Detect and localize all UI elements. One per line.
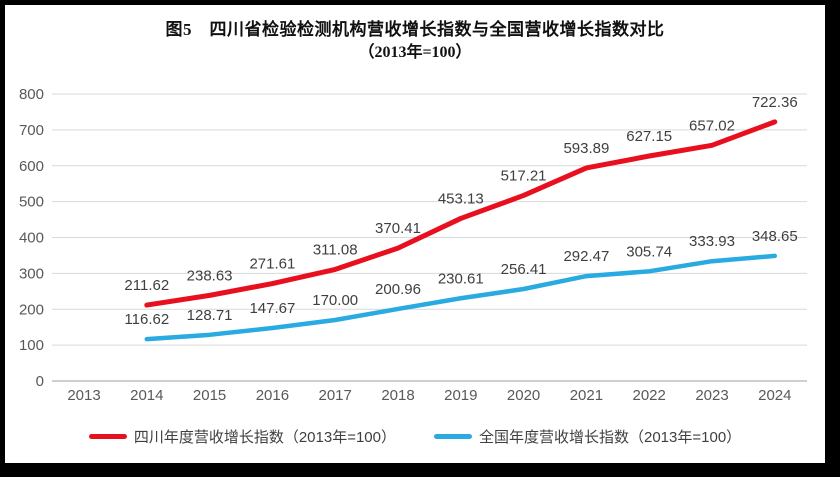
series-line-1 [144,253,778,342]
y-tick-label: 0 [36,373,44,390]
data-label: 292.47 [563,248,609,265]
national-series-line-swatch [434,434,472,439]
data-label: 238.63 [187,267,233,284]
gridlines [52,93,807,382]
data-label: 333.93 [689,233,735,250]
legend-item-national: 全国年度营收增长指数（2013年=100） [434,426,741,447]
data-label: 147.67 [249,300,295,317]
x-tick-label: 2023 [695,387,728,404]
x-tick-label: 2013 [67,387,100,404]
chart-title: 图5 四川省检验检测机构营收增长指数与全国营收增长指数对比 [165,20,665,39]
data-label: 128.71 [187,307,233,324]
data-label: 170.00 [312,292,358,309]
data-label: 627.15 [626,128,672,145]
x-tick-label: 2017 [319,387,352,404]
sichuan-series-line-swatch [88,434,127,439]
data-label: 211.62 [124,277,169,294]
y-tick-label: 500 [19,194,44,211]
data-label: 657.02 [689,117,735,134]
series-data-labels-1: 116.62 128.71 147.67 170.00 200.96 230.61 256.… [124,228,797,328]
data-label: 116.62 [124,311,169,328]
x-tick-label: 2020 [507,387,540,404]
chart-legend: 四川年度营收增长指数（2013年=100） 全国年度营收增长指数（2013年=1… [5,426,825,447]
data-label: 370.41 [375,220,421,237]
data-label: 348.65 [752,228,798,245]
data-label: 453.13 [438,190,484,207]
x-tick-label: 2016 [256,387,289,404]
y-tick-label: 300 [19,265,44,282]
y-tick-label: 100 [19,337,44,354]
national-series-label: 全国年度营收增长指数（2013年=100） [479,429,742,446]
x-axis-tick-labels: 2013 2014 2015 2016 2017 2018 2019 2020 2021 2022… [67,387,791,404]
data-label: 593.89 [563,140,609,157]
data-label: 517.21 [501,167,547,184]
y-tick-label: 800 [19,86,44,103]
y-tick-label: 200 [19,301,44,318]
data-label: 722.36 [752,94,798,111]
x-tick-label: 2015 [193,387,226,404]
y-tick-label: 400 [19,230,44,247]
x-tick-label: 2022 [633,387,666,404]
x-tick-label: 2014 [130,387,163,404]
data-label: 230.61 [438,270,484,287]
legend-item-sichuan: 四川年度营收增长指数（2013年=100） [88,426,396,447]
data-label: 256.41 [501,261,547,278]
y-tick-label: 600 [19,158,44,175]
x-tick-label: 2019 [444,387,477,404]
data-label: 271.61 [249,256,295,273]
data-label: 200.96 [375,281,421,298]
data-label: 305.74 [626,243,672,260]
x-tick-label: 2024 [758,387,791,404]
y-tick-label: 700 [19,122,44,139]
sichuan-series-label: 四川年度营收增长指数（2013年=100） [133,429,396,446]
y-axis-tick-labels: 0 100 200 300 400 500 600 700 800 [19,86,44,390]
data-label: 311.08 [313,241,358,258]
x-tick-label: 2018 [381,387,414,404]
series-data-labels-0: 211.62 238.63 271.61 311.08 370.41 453.13 517.… [124,94,797,294]
x-tick-label: 2021 [570,387,603,404]
chart-subtitle: （2013年=100） [358,44,472,61]
series-line-0 [144,119,778,308]
